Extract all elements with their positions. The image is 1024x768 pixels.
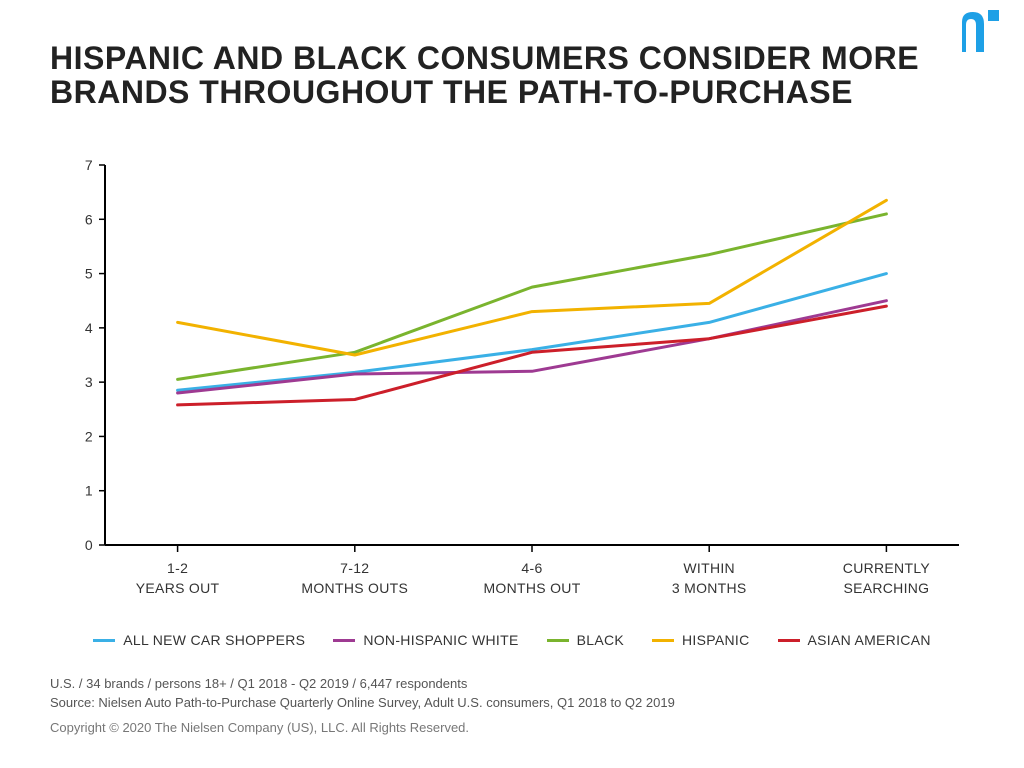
svg-text:1: 1	[85, 483, 93, 499]
svg-text:5: 5	[85, 266, 93, 282]
legend-item: HISPANIC	[652, 632, 750, 648]
x-axis-label: 7-12	[340, 560, 369, 576]
legend-item: NON-HISPANIC WHITE	[333, 632, 518, 648]
legend-label: ASIAN AMERICAN	[808, 632, 931, 648]
legend-item: ALL NEW CAR SHOPPERS	[93, 632, 305, 648]
legend-swatch	[333, 639, 355, 642]
svg-text:6: 6	[85, 211, 93, 227]
series-line	[178, 214, 887, 380]
chart-title: HISPANIC AND BLACK CONSUMERS CONSIDER MO…	[50, 42, 944, 109]
x-axis-label: 1-2	[167, 560, 188, 576]
x-axis-label: CURRENTLY	[843, 560, 931, 576]
series-line	[178, 200, 887, 355]
legend-swatch	[547, 639, 569, 642]
x-axis-label: SEARCHING	[843, 580, 929, 596]
footer-line-2: Source: Nielsen Auto Path-to-Purchase Qu…	[50, 694, 675, 713]
x-axis-label: YEARS OUT	[136, 580, 220, 596]
svg-text:4: 4	[85, 320, 93, 336]
x-axis-label: 3 MONTHS	[672, 580, 747, 596]
legend-swatch	[778, 639, 800, 642]
footer-line-1: U.S. / 34 brands / persons 18+ / Q1 2018…	[50, 675, 675, 694]
legend-item: ASIAN AMERICAN	[778, 632, 931, 648]
legend-label: HISPANIC	[682, 632, 750, 648]
nielsen-logo	[959, 10, 999, 52]
legend-swatch	[93, 639, 115, 642]
legend-swatch	[652, 639, 674, 642]
svg-text:0: 0	[85, 537, 93, 553]
chart-legend: ALL NEW CAR SHOPPERS NON-HISPANIC WHITE BL…	[0, 632, 1024, 648]
series-line	[178, 306, 887, 405]
legend-item: BLACK	[547, 632, 624, 648]
legend-label: ALL NEW CAR SHOPPERS	[123, 632, 305, 648]
legend-label: NON-HISPANIC WHITE	[363, 632, 518, 648]
x-axis-label: MONTHS OUT	[483, 580, 580, 596]
svg-text:3: 3	[85, 374, 93, 390]
x-axis-label: MONTHS OUTS	[301, 580, 408, 596]
svg-text:2: 2	[85, 428, 93, 444]
footer-copyright: Copyright © 2020 The Nielsen Company (US…	[50, 719, 675, 738]
svg-text:7: 7	[85, 160, 93, 173]
chart-footer: U.S. / 34 brands / persons 18+ / Q1 2018…	[50, 675, 675, 738]
legend-label: BLACK	[577, 632, 624, 648]
line-chart: 0 1 2 3 4 5 6 7 1-2 YEARS OUT 7-12 MONTHS OUTS 4-6 MO…	[50, 160, 974, 630]
x-axis-label: 4-6	[521, 560, 542, 576]
x-axis-label: WITHIN	[683, 560, 735, 576]
